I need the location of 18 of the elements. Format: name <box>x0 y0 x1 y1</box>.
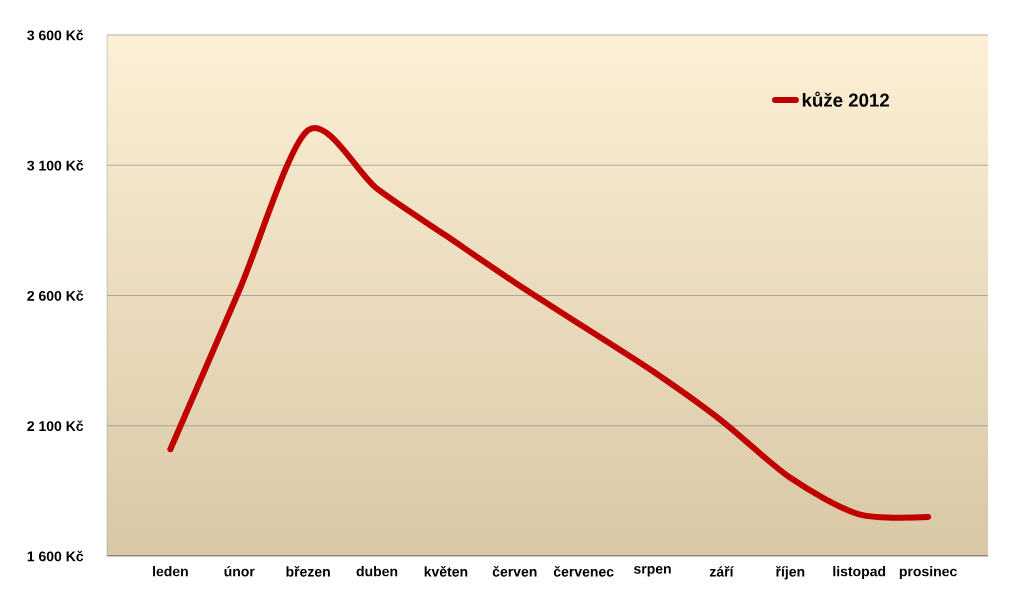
x-tick-label: březen <box>286 566 330 577</box>
y-tick-label: 2 100 Kč <box>27 420 84 432</box>
x-tick-label: leden <box>153 566 188 577</box>
x-tick-label: říjen <box>775 566 805 580</box>
y-tick-label: 2 600 Kč <box>27 290 84 301</box>
y-tick-label: 1 600 Kč <box>27 550 84 562</box>
y-tick-label: 3 600 Kč <box>27 29 84 41</box>
x-tick-label: září <box>709 566 734 577</box>
x-tick-label: listopad <box>833 566 886 580</box>
x-tick-label: květen <box>424 566 468 577</box>
x-tick-label: únor <box>224 566 255 577</box>
y-tick-label: 3 100 Kč <box>27 159 84 171</box>
x-tick-label: srpen <box>633 566 671 577</box>
x-tick-label: duben <box>356 566 398 577</box>
x-tick-label: prosinec <box>899 566 957 580</box>
legend-label: kůže 2012 <box>802 91 889 107</box>
x-tick-label: červenec <box>553 566 614 577</box>
x-tick-label: červen <box>492 566 537 577</box>
